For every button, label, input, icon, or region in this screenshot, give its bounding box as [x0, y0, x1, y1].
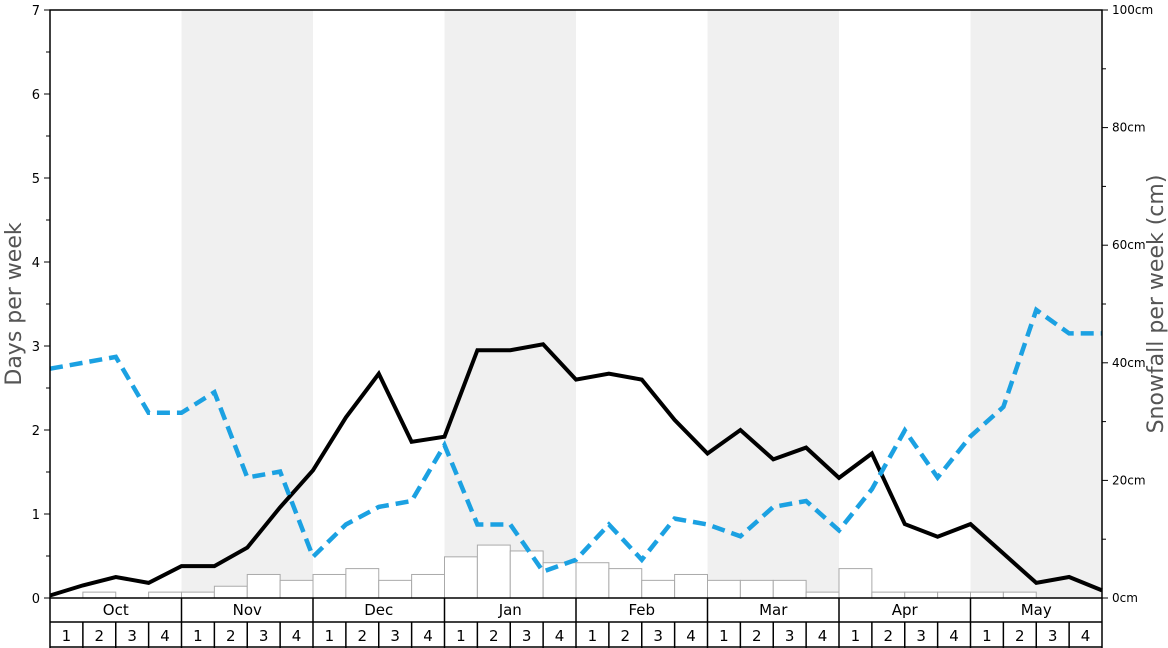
shade-jan [444, 10, 576, 598]
shade-mar [707, 10, 839, 598]
snowfall-bar [838, 568, 873, 599]
week-label: 2 [358, 627, 368, 645]
month-label: Oct [103, 601, 129, 619]
snowfall-bar [476, 544, 511, 599]
snowfall-bar [444, 556, 478, 599]
right-tick-label: 0cm [1112, 591, 1138, 605]
snowfall-bar [871, 591, 906, 599]
snowfall-bar [411, 573, 445, 599]
snowfall-bar [575, 562, 610, 599]
left-tick-label: 6 [32, 88, 40, 103]
week-label: 3 [390, 627, 400, 645]
week-label: 3 [653, 627, 663, 645]
snowfall-bar [608, 568, 643, 599]
snowfall-bar [509, 550, 544, 599]
snowfall-bar [707, 579, 741, 599]
snowfall-bar [641, 579, 676, 599]
week-label: 2 [884, 627, 894, 645]
week-label: 1 [851, 627, 861, 645]
month-label: Feb [628, 601, 655, 619]
snowfall-bar [904, 591, 939, 599]
week-label: 4 [160, 627, 170, 645]
month-label: May [1021, 601, 1052, 619]
month-label: Apr [892, 601, 919, 619]
week-label: 3 [1048, 627, 1058, 645]
month-label: Dec [364, 601, 393, 619]
right-axis: 0cm 20cm 40cm 60cm 80cm 100cm [1102, 3, 1153, 605]
right-tick-label: 20cm [1112, 473, 1146, 487]
week-label: 1 [719, 627, 729, 645]
snowfall-bar [937, 591, 971, 599]
shade-may [970, 10, 1102, 598]
week-label: 1 [62, 627, 72, 645]
week-label: 4 [555, 627, 565, 645]
month-label: Nov [233, 601, 262, 619]
week-label: 4 [423, 627, 433, 645]
left-axis: 0 1 2 3 4 5 6 7 [32, 4, 50, 607]
month-shading [181, 10, 1102, 598]
week-label: 2 [489, 627, 499, 645]
week-label: 2 [226, 627, 236, 645]
right-tick-label: 40cm [1112, 356, 1146, 370]
week-label: 4 [949, 627, 959, 645]
week-label: 2 [621, 627, 631, 645]
left-tick-label: 5 [32, 172, 40, 187]
week-label: 3 [127, 627, 137, 645]
month-label: Jan [498, 601, 522, 619]
week-label: 3 [522, 627, 532, 645]
week-label: 3 [916, 627, 926, 645]
month-axis: Oct 1 2 3 4 Nov 1 2 3 4 Dec 1 2 3 4 Jan 1 2 3 4 Feb 1 2 3 4 Mar 1 2… [49, 598, 1103, 648]
data-lines [49, 306, 1103, 598]
snowfall-bar [378, 579, 413, 599]
left-tick-label: 4 [32, 256, 40, 271]
right-tick-label: 80cm [1112, 121, 1146, 135]
snowfall-bar [312, 573, 347, 599]
week-label: 4 [686, 627, 696, 645]
days-line [49, 342, 1103, 598]
week-label: 1 [325, 627, 335, 645]
week-label: 1 [456, 627, 466, 645]
snowfall-bar [772, 579, 807, 599]
month-label: Mar [759, 601, 788, 619]
week-label: 2 [752, 627, 762, 645]
snowfall-line [49, 306, 1102, 575]
week-label: 4 [818, 627, 828, 645]
snowfall-bar [739, 579, 774, 599]
left-tick-label: 3 [32, 340, 40, 355]
week-label: 3 [259, 627, 269, 645]
snowfall-bars [82, 544, 1037, 599]
left-tick-label: 1 [32, 508, 40, 523]
week-label: 4 [1081, 627, 1091, 645]
snowfall-bar [181, 591, 215, 599]
week-label: 4 [292, 627, 302, 645]
snowfall-bar [805, 591, 840, 599]
snowfall-bar [82, 591, 117, 599]
snowfall-bar [674, 573, 708, 599]
snowfall-bar [970, 591, 1004, 599]
week-label: 2 [95, 627, 105, 645]
week-label: 1 [588, 627, 598, 645]
week-label: 1 [982, 627, 992, 645]
right-tick-label: 60cm [1112, 238, 1146, 252]
snowfall-bar [246, 573, 281, 599]
right-tick-label: 100cm [1112, 3, 1153, 17]
snowfall-bar [148, 591, 182, 599]
y-axis-title-left: Days per week [2, 222, 27, 385]
snowfall-bar [345, 568, 380, 599]
left-tick-label: 7 [32, 4, 40, 19]
left-tick-label: 2 [32, 424, 40, 439]
week-label: 3 [785, 627, 795, 645]
snowfall-bar [213, 585, 248, 599]
shade-nov [181, 10, 313, 598]
left-tick-label: 0 [32, 592, 40, 607]
y-axis-title-right: Snowfall per week (cm) [1144, 175, 1168, 434]
snowfall-bar [1002, 591, 1037, 599]
snowfall-bar [279, 579, 314, 599]
week-label: 2 [1015, 627, 1025, 645]
week-label: 1 [193, 627, 203, 645]
